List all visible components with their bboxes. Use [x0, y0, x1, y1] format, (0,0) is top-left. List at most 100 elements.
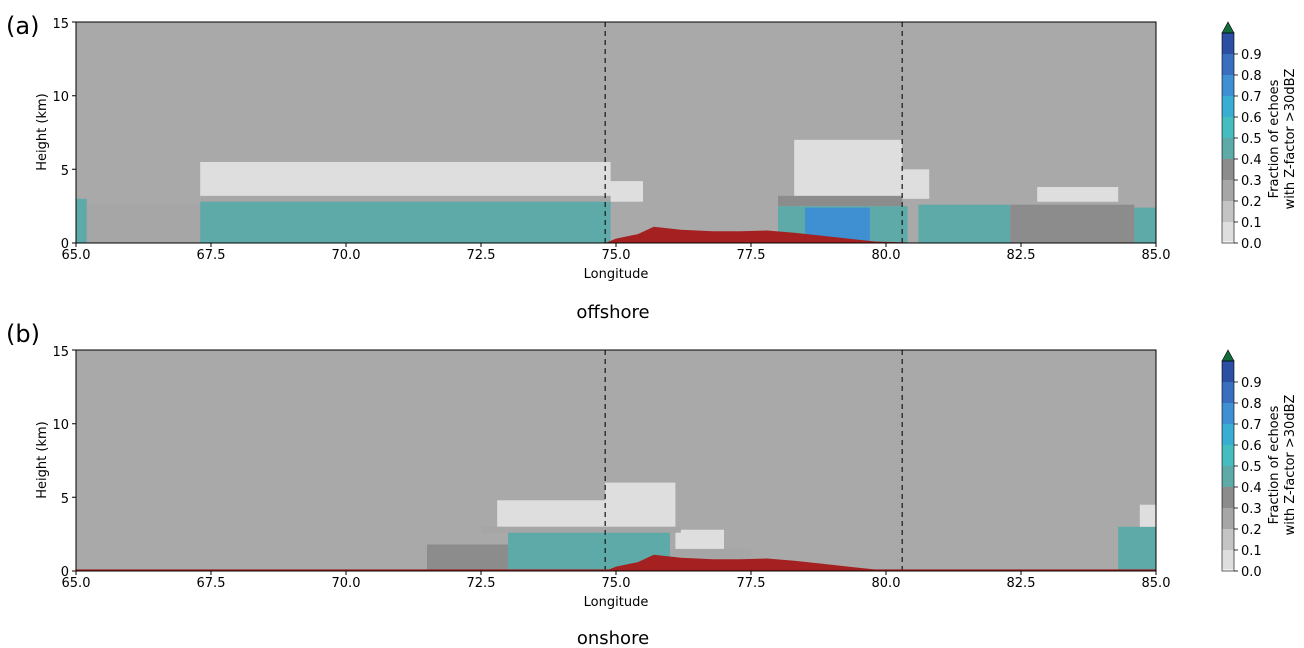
colorbar-label: Fraction of echoes	[1267, 79, 1282, 198]
x-tick-marks	[75, 571, 1157, 575]
colorbar-tick-label: 0.1	[1241, 216, 1262, 231]
x-axis-label: Longitude	[584, 267, 649, 282]
echo-region	[778, 195, 903, 207]
x-tick-label: 67.5	[197, 576, 226, 591]
echo-region	[200, 161, 611, 199]
colorbar-label: Fraction of echoes	[1267, 405, 1282, 524]
colorbar-tick-label: 0.4	[1241, 153, 1262, 168]
echo-region	[605, 482, 676, 527]
x-tick-label: 85.0	[1142, 576, 1171, 591]
colorbar-segment	[1222, 529, 1234, 550]
y-tick-marks	[72, 21, 76, 244]
y-ticks: 0 5 10 15	[52, 17, 76, 252]
terrain-profile	[605, 226, 919, 243]
x-tick-label: 80.0	[872, 248, 901, 263]
colorbar-tick-label: 0.2	[1241, 195, 1262, 210]
y-ticks: 0 5 10 15	[52, 345, 76, 580]
colorbar-under-swatch	[1222, 569, 1234, 571]
y-axis-label: Height (km)	[35, 93, 50, 170]
echo-region	[427, 544, 508, 571]
colorbar-under-swatch	[1222, 241, 1234, 243]
echo-region	[1118, 526, 1156, 571]
colorbar-extend-arrow	[1221, 349, 1235, 362]
y-tick-label: 10	[52, 90, 69, 105]
panel-label: (b)	[6, 320, 40, 348]
echo-region	[86, 204, 201, 243]
echo-region	[497, 500, 606, 527]
colorbar-tick-label: 0.0	[1241, 565, 1262, 580]
x-ticks: 65.0 67.5 70.0 72.5 75.0 77.5 80.0 82.5 …	[62, 243, 1171, 263]
colorbar-segment	[1222, 445, 1234, 466]
colorbar-tick-label: 0.9	[1241, 48, 1262, 63]
colorbar-segment	[1222, 159, 1234, 180]
colorbar-segment	[1222, 222, 1234, 243]
echo-region	[605, 181, 643, 202]
x-axis-label: Longitude	[584, 595, 649, 610]
x-tick-label: 70.0	[332, 248, 361, 263]
x-tick-label: 65.0	[62, 248, 91, 263]
colorbar-segment	[1222, 138, 1234, 159]
echo-region	[1139, 504, 1156, 527]
y-tick-label: 15	[52, 17, 69, 32]
colorbar-tick-label: 0.8	[1241, 69, 1262, 84]
colorbar-segment	[1222, 96, 1234, 117]
y-tick-marks	[72, 349, 76, 572]
panel-b: (b) 65.0 67.5 70.0 72.5 75.0 77.5 80.0 8…	[6, 320, 1170, 648]
x-ticks: 65.0 67.5 70.0 72.5 75.0 77.5 80.0 82.5 …	[62, 571, 1171, 591]
colorbar-tick-label: 0.1	[1241, 544, 1262, 559]
colorbar-segment	[1222, 75, 1234, 96]
panel-label: (a)	[6, 12, 39, 40]
colorbar-segment	[1222, 466, 1234, 487]
y-tick-label: 0	[61, 565, 69, 580]
echo-region	[1010, 204, 1135, 243]
echo-layer	[76, 139, 1156, 243]
x-tick-label: 75.0	[602, 576, 631, 591]
y-tick-label: 5	[61, 164, 69, 179]
colorbar-segment	[1222, 180, 1234, 201]
colorbar-tick-label: 0.9	[1241, 376, 1262, 391]
colorbar-a: Fraction of echoes with Z-factor >30dBZ …	[1221, 21, 1298, 252]
x-tick-label: 67.5	[197, 248, 226, 263]
echo-region	[1037, 187, 1119, 202]
colorbar-label: with Z-factor >30dBZ	[1283, 395, 1298, 536]
colorbar-tick-label: 0.0	[1241, 237, 1262, 252]
colorbar-tick-label: 0.4	[1241, 481, 1262, 496]
echo-region	[675, 529, 724, 552]
colorbar-segment	[1222, 54, 1234, 75]
colorbar-tick-label: 0.3	[1241, 174, 1262, 189]
colorbar-segment	[1222, 424, 1234, 445]
colorbar-extend-arrow	[1221, 21, 1235, 34]
colorbar-tick-label: 0.7	[1241, 90, 1262, 105]
colorbar-segment	[1222, 201, 1234, 222]
vline-layer	[604, 350, 903, 571]
colorbar-tick-label: 0.6	[1241, 439, 1262, 454]
colorbar-tick-label: 0.5	[1241, 460, 1262, 475]
echo-region	[918, 204, 1011, 243]
colorbar-segment	[1222, 361, 1234, 382]
colorbar-label: with Z-factor >30dBZ	[1283, 69, 1298, 210]
colorbar-segment	[1222, 33, 1234, 54]
x-tick-label: 72.5	[467, 248, 496, 263]
panel-caption: onshore	[577, 628, 649, 648]
echo-region	[1134, 207, 1156, 243]
colorbar-tick-label: 0.3	[1241, 502, 1262, 517]
y-tick-label: 15	[52, 345, 69, 360]
x-tick-label: 65.0	[62, 576, 91, 591]
x-tick-label: 85.0	[1142, 248, 1171, 263]
colorbar-segment	[1222, 117, 1234, 138]
panel-a: (a) 65.0 67.5 70.0 72.5 75.0 77.5 80.0 8…	[6, 12, 1170, 323]
echo-region	[200, 201, 611, 243]
y-axis-label: Height (km)	[35, 421, 50, 498]
x-tick-label: 77.5	[737, 576, 766, 591]
y-tick-label: 5	[61, 492, 69, 507]
colorbar-tick-label: 0.6	[1241, 111, 1262, 126]
colorbar-tick-label: 0.2	[1241, 523, 1262, 538]
colorbar-segment	[1222, 550, 1234, 571]
x-tick-marks	[75, 243, 1157, 247]
vline-layer	[604, 22, 903, 243]
colorbar-tick-label: 0.7	[1241, 418, 1262, 433]
x-tick-label: 80.0	[872, 576, 901, 591]
x-tick-label: 72.5	[467, 576, 496, 591]
colorbar-segment	[1222, 382, 1234, 403]
